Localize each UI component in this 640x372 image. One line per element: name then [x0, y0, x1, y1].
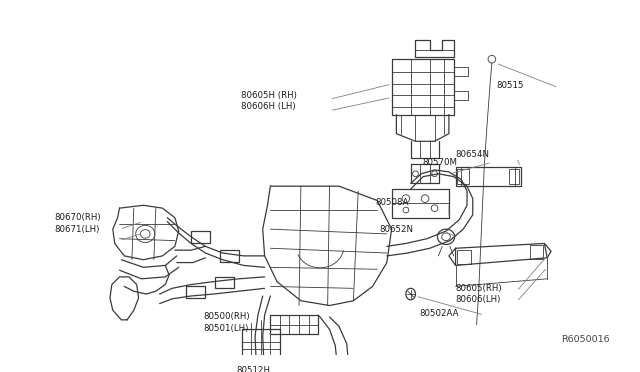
- Text: 80570M: 80570M: [422, 158, 457, 167]
- Text: 80515: 80515: [497, 81, 524, 90]
- Text: 80512H: 80512H: [236, 366, 270, 372]
- Bar: [186, 286, 205, 298]
- Text: 80605H (RH): 80605H (RH): [241, 91, 296, 100]
- Bar: [458, 250, 471, 263]
- Bar: [458, 169, 469, 184]
- Bar: [530, 246, 543, 259]
- Text: 80652N: 80652N: [379, 225, 413, 234]
- Text: 80654N: 80654N: [456, 150, 490, 159]
- Text: 80501(LH): 80501(LH): [204, 324, 249, 333]
- Bar: [191, 231, 210, 243]
- Bar: [215, 277, 234, 288]
- Text: 80508A: 80508A: [376, 198, 409, 207]
- Text: 80605(RH): 80605(RH): [456, 284, 502, 293]
- Text: 80500(RH): 80500(RH): [204, 312, 250, 321]
- Text: 80502AA: 80502AA: [419, 309, 459, 318]
- Text: 80671(LH): 80671(LH): [54, 225, 100, 234]
- Bar: [509, 169, 518, 184]
- Bar: [220, 250, 239, 262]
- Text: 80606H (LH): 80606H (LH): [241, 102, 296, 112]
- Text: R6050016: R6050016: [561, 336, 610, 344]
- Text: 80670(RH): 80670(RH): [54, 213, 101, 222]
- Text: 80606(LH): 80606(LH): [456, 295, 501, 304]
